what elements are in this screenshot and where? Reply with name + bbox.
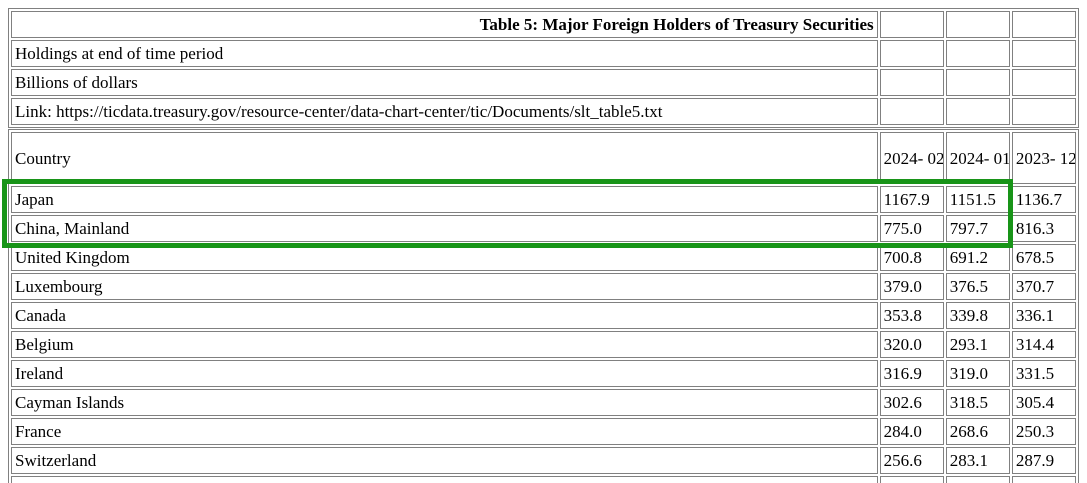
holdings-note-row: Holdings at end of time period: [11, 40, 1076, 67]
link-row: Link: https://ticdata.treasury.gov/resou…: [11, 98, 1076, 125]
value-cell: 353.8: [879, 302, 944, 329]
country-cell: Cayman Islands: [11, 389, 878, 416]
value-cell: 376.5: [945, 273, 1010, 300]
empty-cell: [1011, 69, 1076, 96]
value-cell: 339.8: [945, 302, 1010, 329]
table-row: Switzerland 256.6 283.1 287.9: [11, 447, 1076, 474]
empty-cell: [945, 69, 1010, 96]
table-row: Cayman Islands 302.6 318.5 305.4: [11, 389, 1076, 416]
holdings-note: Holdings at end of time period: [11, 40, 878, 67]
empty-cell: [1011, 11, 1076, 38]
country-column-header: Country: [11, 132, 878, 184]
units-note-row: Billions of dollars: [11, 69, 1076, 96]
empty-cell: [11, 476, 878, 483]
value-cell: 287.9: [1011, 447, 1076, 474]
period-column-header: 2023- 12: [1011, 132, 1076, 184]
value-cell: 331.5: [1011, 360, 1076, 387]
country-cell: China, Mainland: [11, 215, 878, 242]
units-note: Billions of dollars: [11, 69, 878, 96]
country-cell: France: [11, 418, 878, 445]
empty-cell: [879, 40, 944, 67]
table-row: Ireland 316.9 319.0 331.5: [11, 360, 1076, 387]
empty-cell: [1011, 98, 1076, 125]
table-row-partial: [11, 476, 1076, 483]
table-row: United Kingdom 700.8 691.2 678.5: [11, 244, 1076, 271]
value-cell: 314.4: [1011, 331, 1076, 358]
table-row: France 284.0 268.6 250.3: [11, 418, 1076, 445]
value-cell: 1151.5: [945, 186, 1010, 213]
empty-cell: [879, 98, 944, 125]
table-row: Canada 353.8 339.8 336.1: [11, 302, 1076, 329]
value-cell: 302.6: [879, 389, 944, 416]
value-cell: 797.7: [945, 215, 1010, 242]
column-header-row: Country 2024- 02 2024- 01 2023- 12: [11, 132, 1076, 184]
table-row: China, Mainland 775.0 797.7 816.3: [11, 215, 1076, 242]
value-cell: 320.0: [879, 331, 944, 358]
value-cell: 700.8: [879, 244, 944, 271]
value-cell: 1167.9: [879, 186, 944, 213]
period-column-header: 2024- 02: [879, 132, 944, 184]
empty-cell: [879, 11, 944, 38]
country-cell: Belgium: [11, 331, 878, 358]
empty-cell: [879, 69, 944, 96]
value-cell: 293.1: [945, 331, 1010, 358]
title-row: Table 5: Major Foreign Holders of Treasu…: [11, 11, 1076, 38]
value-cell: 336.1: [1011, 302, 1076, 329]
value-cell: 379.0: [879, 273, 944, 300]
table-row: Belgium 320.0 293.1 314.4: [11, 331, 1076, 358]
empty-cell: [1011, 476, 1076, 483]
value-cell: 318.5: [945, 389, 1010, 416]
country-cell: Japan: [11, 186, 878, 213]
country-cell: Ireland: [11, 360, 878, 387]
empty-cell: [945, 476, 1010, 483]
value-cell: 678.5: [1011, 244, 1076, 271]
source-link-text: Link: https://ticdata.treasury.gov/resou…: [11, 98, 878, 125]
country-cell: Luxembourg: [11, 273, 878, 300]
value-cell: 284.0: [879, 418, 944, 445]
period-column-header: 2024- 01: [945, 132, 1010, 184]
value-cell: 316.9: [879, 360, 944, 387]
empty-cell: [1011, 40, 1076, 67]
country-cell: United Kingdom: [11, 244, 878, 271]
table-data: Country 2024- 02 2024- 01 2023- 12 Japan…: [8, 129, 1079, 483]
value-cell: 256.6: [879, 447, 944, 474]
value-cell: 691.2: [945, 244, 1010, 271]
value-cell: 319.0: [945, 360, 1010, 387]
empty-cell: [879, 476, 944, 483]
empty-cell: [945, 98, 1010, 125]
value-cell: 1136.7: [1011, 186, 1076, 213]
value-cell: 305.4: [1011, 389, 1076, 416]
value-cell: 283.1: [945, 447, 1010, 474]
value-cell: 268.6: [945, 418, 1010, 445]
table-row: Japan 1167.9 1151.5 1136.7: [11, 186, 1076, 213]
empty-cell: [945, 11, 1010, 38]
country-cell: Canada: [11, 302, 878, 329]
value-cell: 250.3: [1011, 418, 1076, 445]
table-row: Luxembourg 379.0 376.5 370.7: [11, 273, 1076, 300]
country-cell: Switzerland: [11, 447, 878, 474]
value-cell: 370.7: [1011, 273, 1076, 300]
table-meta: Table 5: Major Foreign Holders of Treasu…: [8, 8, 1079, 128]
value-cell: 816.3: [1011, 215, 1076, 242]
empty-cell: [945, 40, 1010, 67]
table-title: Table 5: Major Foreign Holders of Treasu…: [11, 11, 878, 38]
table-body: Country 2024- 02 2024- 01 2023- 12 Japan…: [11, 132, 1076, 483]
value-cell: 775.0: [879, 215, 944, 242]
